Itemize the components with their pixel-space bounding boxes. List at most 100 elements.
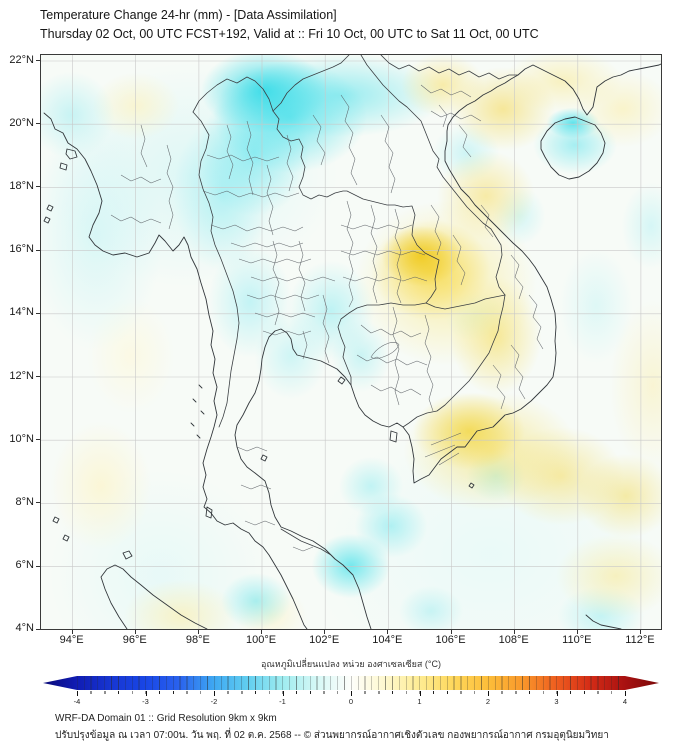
y-axis-tick-label: 4°N — [15, 622, 34, 635]
border-thailand-laos-mekong — [272, 110, 440, 304]
footer-update-credit: ปรับปรุงข้อมูล ณ เวลา 07:00น. วัน พฤ. ที… — [55, 730, 609, 741]
x-axis-tick-mark — [71, 630, 73, 634]
colorbar-label: อุณหภูมิเปลี่ยนแปลง หน่วย องศาเซลเซียส (… — [261, 659, 441, 669]
coastline-gulf-east — [234, 63, 661, 629]
border-myanmar-china — [192, 76, 274, 113]
colorbar-major-tick — [214, 691, 215, 696]
colorbar-tick-label: 0 — [348, 697, 354, 706]
island-weh — [122, 550, 133, 560]
x-axis-tick-mark — [324, 630, 326, 634]
y-axis-tick-mark — [36, 249, 40, 251]
provinces-peninsula — [236, 446, 314, 552]
y-axis-tick-label: 6°N — [15, 559, 34, 572]
y-axis-tick-mark — [36, 502, 40, 504]
x-axis-tick-mark — [513, 630, 515, 634]
provinces-vietnam — [420, 84, 544, 466]
colorbar-tick-label: -3 — [142, 697, 149, 706]
footer-domain-info: WRF-DA Domain 01 :: Grid Resolution 9km … — [55, 713, 277, 724]
border-thailand-cambodia — [337, 302, 427, 386]
coastline-sumatra — [100, 564, 208, 629]
islands-left-edge — [43, 204, 70, 542]
island-phu-quoc — [389, 430, 398, 443]
x-axis-tick-label: 112°E — [625, 634, 655, 646]
border-laos-china — [272, 55, 350, 112]
y-axis-tick-mark — [36, 565, 40, 567]
x-axis-tick-mark — [387, 630, 389, 634]
colorbar-tick-label: 4 — [622, 697, 628, 706]
y-axis-tick-mark — [36, 123, 40, 125]
x-axis-tick-label: 94°E — [59, 634, 84, 646]
colorbar-major-tick — [282, 691, 284, 696]
y-axis-tick-label: 12°N — [9, 369, 34, 382]
x-axis-tick-label: 102°E — [309, 634, 340, 646]
y-axis-tick-label: 18°N — [9, 179, 34, 192]
island-koh-chang — [337, 376, 346, 385]
colorbar-major-tick — [488, 691, 489, 696]
colorbar-tick-label: 3 — [554, 697, 559, 706]
x-axis-tick-label: 110°E — [562, 634, 592, 646]
colorbar-tick-label: 2 — [485, 697, 491, 706]
colorbar-tick-label: -1 — [279, 697, 286, 706]
island-phuket — [205, 506, 213, 519]
page-subtitle: Thursday 02 Oct, 00 UTC FCST+192, Valid … — [40, 27, 539, 41]
provinces-cambodia — [356, 306, 434, 412]
y-axis-tick-mark — [36, 628, 40, 630]
geography-overlay — [41, 55, 661, 629]
x-axis-tick-mark — [639, 630, 641, 634]
colorbar-major-tick — [625, 691, 626, 696]
y-axis-tick-label: 8°N — [15, 495, 34, 508]
lake-tonle-sap — [370, 342, 400, 359]
island-samui — [260, 454, 268, 462]
border-myanmar-thailand — [192, 111, 240, 428]
border-laos-cambodia — [425, 294, 506, 310]
x-axis-tick-label: 98°E — [185, 634, 210, 646]
x-axis-tick-label: 106°E — [435, 634, 466, 646]
colorbar-major-tick — [145, 691, 147, 696]
provinces-laos — [312, 94, 466, 286]
colorbar-major-tick — [77, 691, 78, 696]
border-laos-vietnam — [360, 55, 506, 296]
y-axis-tick-label: 16°N — [9, 243, 34, 256]
colorbar-major-tick — [556, 691, 558, 696]
colorbar-segment-lines — [77, 676, 625, 690]
colorbar-tick-label: -4 — [73, 697, 81, 706]
provinces-thailand-northeast — [340, 200, 428, 308]
island-con-dao — [468, 482, 475, 489]
border-vietnam-cambodia — [402, 294, 506, 428]
x-axis-tick-mark — [197, 630, 199, 634]
x-axis-tick-label: 100°E — [246, 634, 277, 646]
x-axis-tick-mark — [134, 630, 136, 634]
provinces-myanmar — [110, 124, 174, 230]
colorbar-major-tick — [419, 691, 421, 696]
colorbar-tick-label: -2 — [210, 697, 218, 706]
y-axis-tick-label: 22°N — [9, 53, 34, 66]
provinces-thailand-central — [230, 240, 336, 364]
x-axis-tick-label: 104°E — [372, 634, 403, 646]
y-axis-tick-label: 14°N — [9, 306, 34, 319]
graticule-gridlines — [41, 55, 661, 629]
y-axis-tick-label: 10°N — [9, 432, 34, 445]
y-axis-tick-label: 20°N — [9, 116, 34, 129]
island-ramree — [59, 148, 78, 171]
coastline-borneo-tip — [585, 614, 622, 629]
y-axis-tick-mark — [36, 60, 40, 61]
y-axis-tick-mark — [36, 439, 40, 441]
y-axis-tick-mark — [36, 312, 40, 314]
colorbar-tick-label: 1 — [417, 697, 422, 706]
x-axis-tick-mark — [450, 630, 452, 634]
map-panel — [40, 54, 662, 630]
colorbar-major-tick — [351, 691, 352, 696]
x-axis-tick-mark — [261, 630, 263, 634]
border-thailand-malaysia — [280, 528, 336, 560]
y-axis-tick-mark — [36, 376, 40, 377]
page-title: Temperature Change 24-hr (mm) - [Data As… — [40, 8, 337, 22]
x-axis-tick-mark — [576, 630, 578, 634]
x-axis-tick-label: 108°E — [498, 634, 529, 646]
provinces-thailand-north — [202, 120, 304, 236]
y-axis-tick-mark — [36, 186, 40, 188]
x-axis-tick-label: 96°E — [122, 634, 147, 646]
coastline-hainan-island — [540, 116, 606, 180]
border-vietnam-china — [380, 55, 519, 80]
islands-myeik-archipelago — [190, 384, 205, 439]
